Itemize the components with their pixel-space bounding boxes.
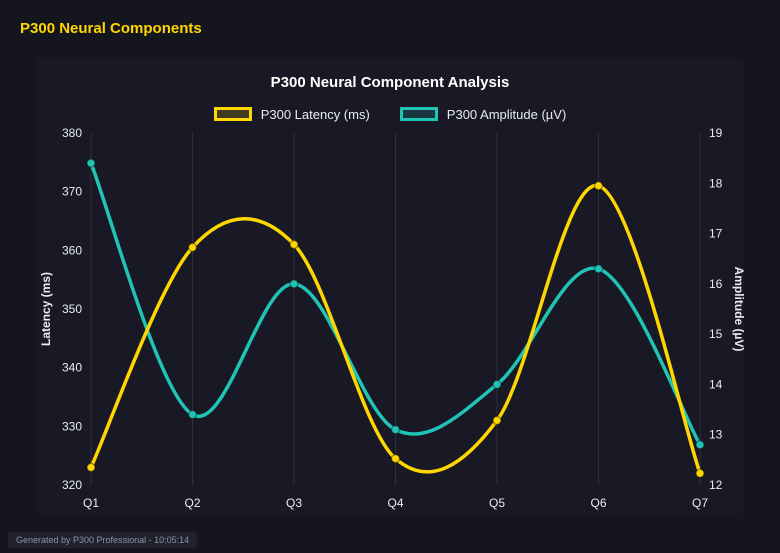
y-right-axis-title: Amplitude (µV) <box>732 267 744 352</box>
data-point <box>187 242 198 253</box>
y-left-tick-label: 380 <box>62 126 82 140</box>
data-point <box>695 440 705 450</box>
y-right-tick-label: 17 <box>709 227 723 241</box>
x-tick-label: Q1 <box>83 496 99 510</box>
legend-swatch-amplitude <box>399 107 438 121</box>
y-left-tick-label: 360 <box>62 243 82 257</box>
y-right-tick-label: 15 <box>709 327 723 341</box>
y-right-tick-label: 19 <box>709 126 723 140</box>
y-left-tick-label: 320 <box>62 478 82 492</box>
y-right-tick-label: 14 <box>709 377 723 391</box>
data-point <box>390 453 401 464</box>
chart-card: P300 Neural Component Analysis P300 Late… <box>36 58 744 514</box>
data-point <box>86 462 96 473</box>
legend-item-amplitude[interactable]: P300 Amplitude (µV) <box>399 106 567 122</box>
page-title: P300 Neural Components <box>20 20 202 37</box>
y-left-axis-title: Latency (ms) <box>39 272 53 346</box>
x-tick-label: Q7 <box>692 496 708 510</box>
y-right-tick-label: 16 <box>709 277 723 291</box>
x-tick-label: Q2 <box>184 496 200 510</box>
y-right-tick-label: 12 <box>709 478 723 492</box>
legend-label-latency: P300 Latency (ms) <box>260 106 370 122</box>
data-point <box>289 239 299 250</box>
y-right-tick-label: 13 <box>709 428 723 442</box>
footer-status: Generated by P300 Professional - 10:05:1… <box>8 532 198 548</box>
legend-label-amplitude: P300 Amplitude (µV) <box>446 106 567 122</box>
line-chart-canvas: Q1 Q2 Q3 Q4 Q5 Q6 Q7 320 330 340 350 360 370 380 12 13 1… <box>39 126 744 510</box>
data-point <box>187 409 198 420</box>
y-left-tick-label: 340 <box>62 361 82 375</box>
y-left-tick-label: 350 <box>62 302 82 316</box>
data-point <box>593 264 604 274</box>
data-point <box>492 415 502 426</box>
x-tick-label: Q5 <box>489 496 505 510</box>
data-point <box>492 379 502 390</box>
x-tick-label: Q3 <box>286 496 302 510</box>
y-left-tick-label: 330 <box>62 419 82 433</box>
x-tick-label: Q6 <box>590 496 606 510</box>
y-right-tick-label: 18 <box>709 176 723 190</box>
data-point <box>390 424 401 435</box>
chart-legend: P300 Latency (ms) P300 Amplitude (µV) <box>36 105 744 123</box>
y-left-tick-label: 370 <box>62 185 82 199</box>
x-tick-label: Q4 <box>387 496 403 510</box>
legend-item-latency[interactable]: P300 Latency (ms) <box>213 106 370 122</box>
legend-swatch-latency <box>213 107 252 121</box>
data-point <box>86 158 96 168</box>
data-point <box>593 181 604 191</box>
data-point <box>289 279 299 289</box>
chart-title: P300 Neural Component Analysis <box>270 74 510 91</box>
data-point <box>695 468 705 479</box>
